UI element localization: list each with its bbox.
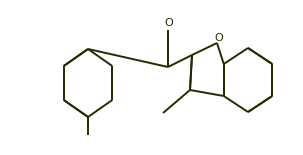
- Text: O: O: [165, 18, 173, 28]
- Text: O: O: [215, 33, 223, 43]
